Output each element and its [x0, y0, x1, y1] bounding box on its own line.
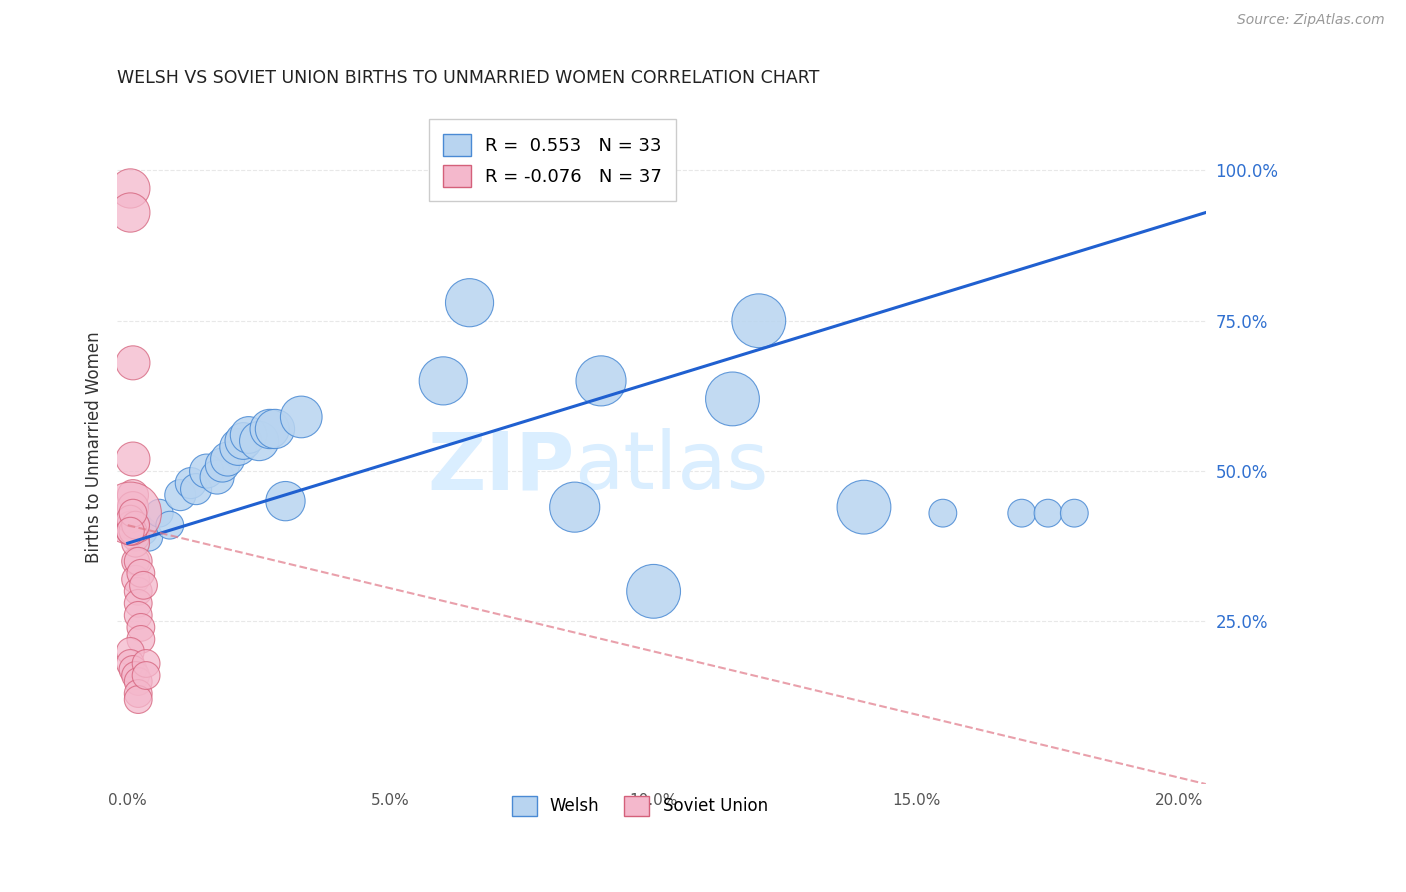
Point — [290, 409, 312, 424]
Text: WELSH VS SOVIET UNION BIRTHS TO UNMARRIED WOMEN CORRELATION CHART: WELSH VS SOVIET UNION BIRTHS TO UNMARRIE… — [117, 69, 820, 87]
Point — [122, 356, 145, 370]
Point — [259, 422, 281, 436]
Point — [148, 506, 170, 520]
Point — [120, 644, 142, 658]
Point — [124, 518, 146, 533]
Point — [122, 488, 145, 502]
Text: ZIP: ZIP — [427, 428, 575, 507]
Point — [169, 488, 191, 502]
Y-axis label: Births to Unmarried Women: Births to Unmarried Women — [86, 331, 103, 563]
Point — [135, 657, 157, 671]
Point — [195, 464, 218, 478]
Point — [122, 500, 145, 515]
Point — [120, 518, 142, 533]
Point — [458, 295, 481, 310]
Point — [127, 518, 149, 533]
Point — [120, 512, 142, 526]
Point — [132, 578, 155, 592]
Point — [120, 506, 142, 520]
Point — [124, 668, 146, 682]
Point — [120, 524, 142, 539]
Point — [138, 530, 160, 544]
Point — [226, 440, 249, 454]
Point — [264, 422, 287, 436]
Point — [1063, 506, 1085, 520]
Point — [124, 518, 146, 533]
Point — [589, 374, 612, 388]
Point — [127, 674, 149, 689]
Point — [129, 620, 152, 634]
Point — [120, 181, 142, 195]
Point — [127, 608, 149, 623]
Point — [124, 530, 146, 544]
Point — [721, 392, 744, 406]
Point — [124, 572, 146, 586]
Point — [122, 524, 145, 539]
Point — [1036, 506, 1059, 520]
Point — [127, 584, 149, 599]
Point — [120, 657, 142, 671]
Text: atlas: atlas — [575, 428, 769, 507]
Point — [232, 434, 254, 448]
Point — [159, 518, 181, 533]
Point — [127, 554, 149, 568]
Point — [932, 506, 955, 520]
Point — [205, 470, 228, 484]
Point — [238, 428, 260, 442]
Point — [184, 482, 207, 496]
Point — [124, 554, 146, 568]
Point — [748, 314, 770, 328]
Point — [643, 584, 665, 599]
Point — [120, 205, 142, 219]
Point — [1011, 506, 1033, 520]
Point — [127, 687, 149, 701]
Point — [122, 512, 145, 526]
Legend: Welsh, Soviet Union: Welsh, Soviet Union — [505, 789, 775, 822]
Point — [122, 524, 145, 539]
Point — [217, 452, 239, 467]
Point — [564, 500, 586, 515]
Point — [432, 374, 454, 388]
Point — [132, 524, 155, 539]
Point — [274, 494, 297, 508]
Point — [247, 434, 270, 448]
Point — [122, 663, 145, 677]
Point — [122, 506, 145, 520]
Point — [122, 452, 145, 467]
Point — [180, 476, 202, 491]
Point — [120, 524, 142, 539]
Point — [129, 566, 152, 581]
Point — [127, 692, 149, 706]
Point — [135, 668, 157, 682]
Point — [129, 632, 152, 647]
Point — [852, 500, 875, 515]
Point — [127, 596, 149, 610]
Point — [124, 536, 146, 550]
Point — [211, 458, 233, 472]
Text: Source: ZipAtlas.com: Source: ZipAtlas.com — [1237, 13, 1385, 28]
